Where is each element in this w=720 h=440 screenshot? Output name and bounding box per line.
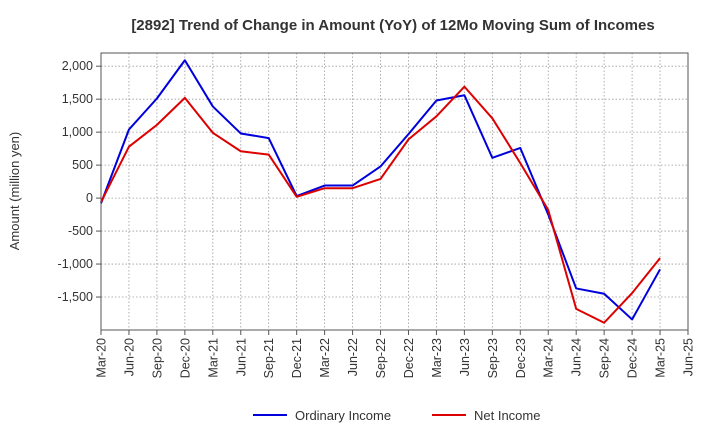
- y-tick-label: 2,000: [62, 59, 93, 73]
- legend-label-net-income: Net Income: [474, 408, 540, 423]
- x-tick-label: Jun-22: [346, 338, 360, 376]
- x-tick-label: Jun-23: [458, 338, 472, 376]
- y-tick-label: -500: [68, 224, 93, 238]
- x-tick-label: Sep-23: [486, 338, 500, 378]
- series-line-ordinary-income: [100, 59, 661, 321]
- x-tick-label: Sep-24: [598, 338, 612, 378]
- x-tick-label: Dec-24: [626, 338, 640, 378]
- x-tick-label: Jun-25: [682, 338, 696, 376]
- legend: Ordinary Income Net Income: [253, 408, 540, 423]
- x-tick-label: Mar-22: [318, 338, 332, 378]
- x-tick-label: Dec-22: [402, 338, 416, 378]
- chart-title: [2892] Trend of Change in Amount (YoY) o…: [131, 17, 654, 34]
- grid: [100, 53, 689, 330]
- x-tick-label: Jun-24: [570, 338, 584, 376]
- x-tick-label: Sep-20: [150, 338, 164, 378]
- plot-frame: [100, 52, 689, 331]
- y-tick-label: -1,500: [58, 290, 93, 304]
- legend-label-ordinary-income: Ordinary Income: [295, 408, 391, 423]
- axes: -1,500 -1,000 -500 0 500 1,000 1,500 2,000 Mar-2…: [58, 52, 696, 378]
- series-line-net-income: [100, 85, 661, 324]
- y-tick-label: 0: [86, 191, 93, 205]
- x-tick-label: Sep-21: [262, 338, 276, 378]
- x-tick-label: Dec-21: [290, 338, 304, 378]
- x-tick-label: Mar-23: [430, 338, 444, 378]
- x-tick-label: Mar-24: [542, 338, 556, 378]
- y-axis-label: Amount (million yen): [7, 132, 22, 251]
- y-tick-label: 1,500: [62, 92, 93, 106]
- x-tick-label: Mar-21: [206, 338, 220, 378]
- x-tick-label: Jun-21: [234, 338, 248, 376]
- x-tick-label: Dec-23: [514, 338, 528, 378]
- series-lines: [100, 59, 661, 324]
- x-tick-label: Mar-20: [95, 338, 109, 378]
- x-tick-label: Mar-25: [654, 338, 668, 378]
- x-tick-label: Sep-22: [374, 338, 388, 378]
- x-tick-label: Dec-20: [178, 338, 192, 378]
- x-tick-label: Jun-20: [122, 338, 136, 376]
- y-tick-label: -1,000: [58, 257, 93, 271]
- y-tick-label: 500: [72, 158, 93, 172]
- y-tick-label: 1,000: [62, 125, 93, 139]
